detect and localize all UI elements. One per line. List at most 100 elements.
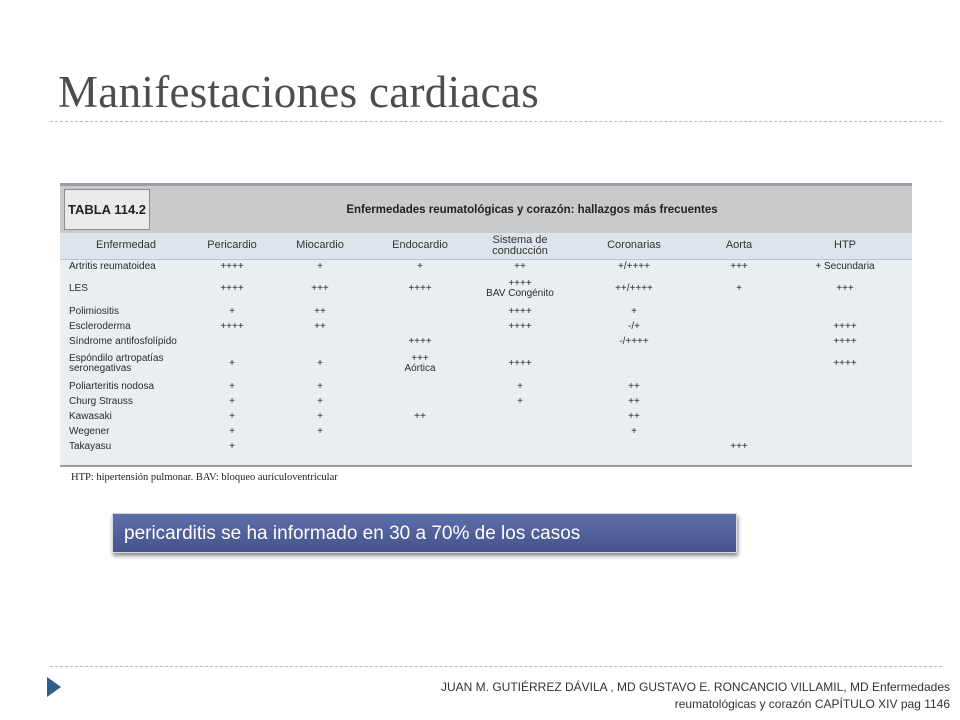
table-cell — [368, 439, 472, 454]
citation-line-1: JUAN M. GUTIÉRREZ DÁVILA , MD GUSTAVO E.… — [441, 680, 950, 694]
table-rows: Artritis reumatoidea ++++ + + ++ +/++++ +++ + S… — [60, 259, 912, 454]
table-cell: ++++ — [220, 283, 244, 294]
table-cell: ++++ — [833, 358, 857, 369]
table-row: Polimiositis + ++ ++++ + — [60, 304, 912, 319]
disease-cell: Kawasaki — [69, 410, 112, 422]
table-cell — [700, 424, 778, 439]
disease-cell: Síndrome antifosfolípido — [69, 335, 177, 347]
disease-cell: Polimiositis — [69, 305, 120, 317]
table-row: Takayasu + +++ — [60, 439, 912, 454]
table-row: Churg Strauss + + + ++ — [60, 394, 912, 409]
table-cell — [272, 334, 368, 349]
citation-line-2: reumatológicas y corazón CAPÍTULO XIV pa… — [674, 697, 950, 711]
table-cell — [568, 349, 700, 379]
table-cell — [778, 409, 912, 424]
table-cell: ++++ BAV Congénito — [486, 278, 554, 299]
table-row: Wegener + + + — [60, 424, 912, 439]
table-cell: ++++ — [833, 320, 857, 332]
table-figure: TABLA 114.2 Enfermedades reumatológicas … — [60, 183, 912, 483]
table-cell: + — [317, 410, 323, 422]
table-cell — [778, 304, 912, 319]
table-row: LES ++++ +++ ++++ ++++ BAV Congénito ++/++++ +… — [60, 274, 912, 304]
table-cell: + — [317, 380, 323, 392]
title-divider — [50, 121, 942, 122]
table-cell: ++ — [514, 260, 526, 272]
table-cell: + — [317, 260, 323, 272]
table-cell — [700, 349, 778, 379]
table-cell: + — [517, 380, 523, 392]
slide-title: Manifestaciones cardiacas — [58, 67, 540, 117]
table-cell: ++++ — [408, 283, 432, 294]
table-cell: + — [417, 260, 423, 272]
table-cell: +++ Aórtica — [404, 353, 436, 374]
table-cell: +++ — [730, 440, 748, 452]
table-cell — [368, 379, 472, 394]
table-cell: -/++++ — [619, 335, 649, 347]
column-header: Sistema de conducción — [472, 233, 568, 260]
table-cell: ++ — [628, 395, 640, 407]
disease-cell: Takayasu — [69, 440, 112, 452]
table-cell: +++ — [730, 260, 748, 272]
table-cell — [472, 409, 568, 424]
table-cell: + — [736, 283, 742, 294]
column-header: Pericardio — [192, 233, 272, 260]
disease-cell: Poliarteritis nodosa — [69, 380, 155, 392]
table-cell: + — [229, 358, 235, 369]
table-cell — [778, 424, 912, 439]
table-cell: + — [317, 395, 323, 407]
table-cell: +++ — [836, 283, 854, 294]
table-cell — [368, 394, 472, 409]
table-cell: ++++ — [508, 320, 532, 332]
table-cell — [700, 319, 778, 334]
column-header: Aorta — [700, 233, 778, 260]
table-cell: ++ — [314, 305, 326, 317]
table-cell: + — [229, 305, 235, 317]
table-bottom-line — [60, 465, 912, 467]
table-label: TABLA 114.2 — [64, 189, 150, 230]
table-cell — [472, 424, 568, 439]
table-cell — [700, 409, 778, 424]
callout-box: pericarditis se ha informado en 30 a 70%… — [112, 513, 737, 553]
table-cell: ++ — [414, 410, 426, 422]
table-cell — [700, 379, 778, 394]
footer-divider — [50, 666, 942, 667]
footer-citation: JUAN M. GUTIÉRREZ DÁVILA , MD GUSTAVO E.… — [350, 679, 950, 713]
table-cell: ++++ — [833, 335, 857, 347]
table-row: Poliarteritis nodosa + + + ++ — [60, 379, 912, 394]
table-cell: -/+ — [628, 320, 640, 332]
table-footnote: HTP: hipertensión pulmonar. BAV: bloqueo… — [71, 472, 338, 483]
table-cell: + — [229, 425, 235, 437]
table-cell: ++ — [628, 380, 640, 392]
table-cell — [472, 439, 568, 454]
table-cell — [272, 439, 368, 454]
table-cell: + — [317, 358, 323, 369]
column-header: Endocardio — [368, 233, 472, 260]
table-cell: + — [229, 440, 235, 452]
column-header: Miocardio — [272, 233, 368, 260]
disease-cell: Espóndilo artropatías seronegativas — [69, 353, 164, 374]
triangle-bullet-icon — [45, 676, 63, 698]
table-cell — [472, 334, 568, 349]
table-cell — [368, 304, 472, 319]
table-cell: ++++ — [508, 305, 532, 317]
table-cell — [778, 379, 912, 394]
table-cell — [368, 424, 472, 439]
disease-cell: Churg Strauss — [69, 395, 133, 407]
table-cell: ++ — [628, 410, 640, 422]
table-header: Enfermedad Pericardio Miocardio Endocardio S… — [60, 233, 912, 260]
table-cell — [192, 334, 272, 349]
table-row: Espóndilo artropatías seronegativas + + +++… — [60, 349, 912, 379]
table-cell: +++ — [311, 283, 329, 294]
table-cell: + — [317, 425, 323, 437]
table-body: Enfermedad Pericardio Miocardio Endocardio S… — [60, 233, 912, 465]
disease-cell: Artritis reumatoidea — [69, 260, 156, 272]
table-cell: + — [631, 305, 637, 317]
table-cell: + — [229, 410, 235, 422]
table-cell: + — [631, 425, 637, 437]
table-cell — [568, 439, 700, 454]
table-row: Síndrome antifosfolípido ++++ -/++++ ++++ — [60, 334, 912, 349]
table-heading: Enfermedades reumatológicas y corazón: h… — [346, 203, 718, 216]
table-row: Artritis reumatoidea ++++ + + ++ +/++++ +++ + S… — [60, 259, 912, 274]
table-cell: ++++ — [408, 335, 432, 347]
table-row: Kawasaki + + ++ ++ — [60, 409, 912, 424]
